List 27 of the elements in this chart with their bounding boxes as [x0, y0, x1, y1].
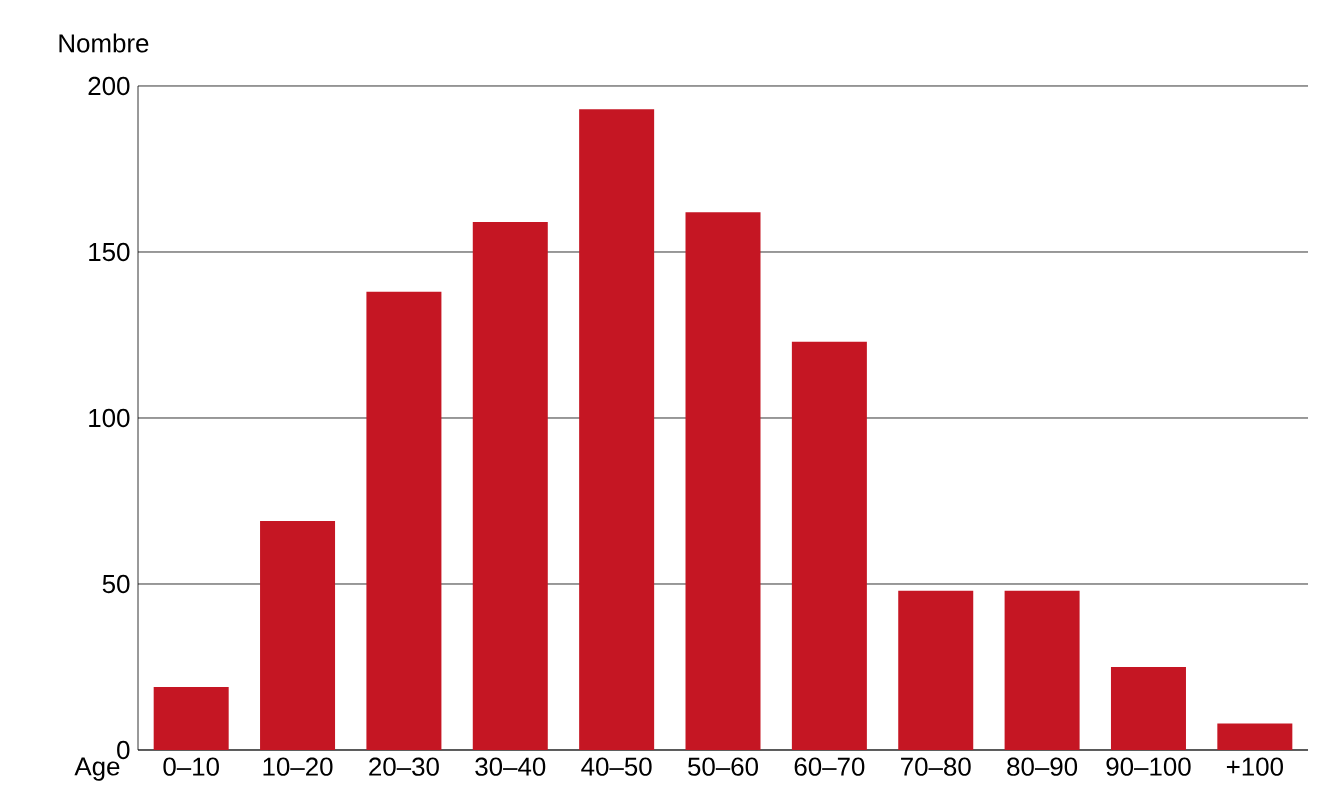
bar [898, 590, 974, 750]
bar [579, 109, 655, 750]
x-tick-label: +100 [1226, 757, 1283, 776]
bar [472, 222, 548, 750]
y-tick-label: 200 [88, 76, 130, 96]
bar [1004, 590, 1080, 750]
x-tick-label: 40–50 [581, 757, 652, 776]
x-tick-label: 0–10 [163, 757, 219, 776]
bar [685, 212, 761, 750]
bar [366, 291, 442, 750]
y-tick-label: 150 [89, 242, 130, 262]
bar [1217, 723, 1293, 750]
y-tick-label: 50 [102, 574, 130, 594]
x-tick-label: 60–70 [794, 757, 865, 776]
x-tick-label: 80–90 [1007, 757, 1078, 776]
x-tick-label: 90–100 [1106, 757, 1191, 776]
x-tick-label: 70–80 [901, 757, 971, 776]
bar [260, 520, 336, 750]
y-tick-label: 100 [89, 408, 130, 428]
x-tick-label: 30–40 [475, 757, 546, 776]
x-tick-label: 50–60 [688, 757, 758, 776]
bar [791, 341, 867, 750]
bar [153, 686, 229, 750]
bar [1110, 667, 1186, 750]
x-tick-label: 20–30 [369, 757, 439, 776]
x-tick-label: 10–20 [263, 757, 333, 776]
y-axis-title: Nombre [59, 33, 149, 53]
